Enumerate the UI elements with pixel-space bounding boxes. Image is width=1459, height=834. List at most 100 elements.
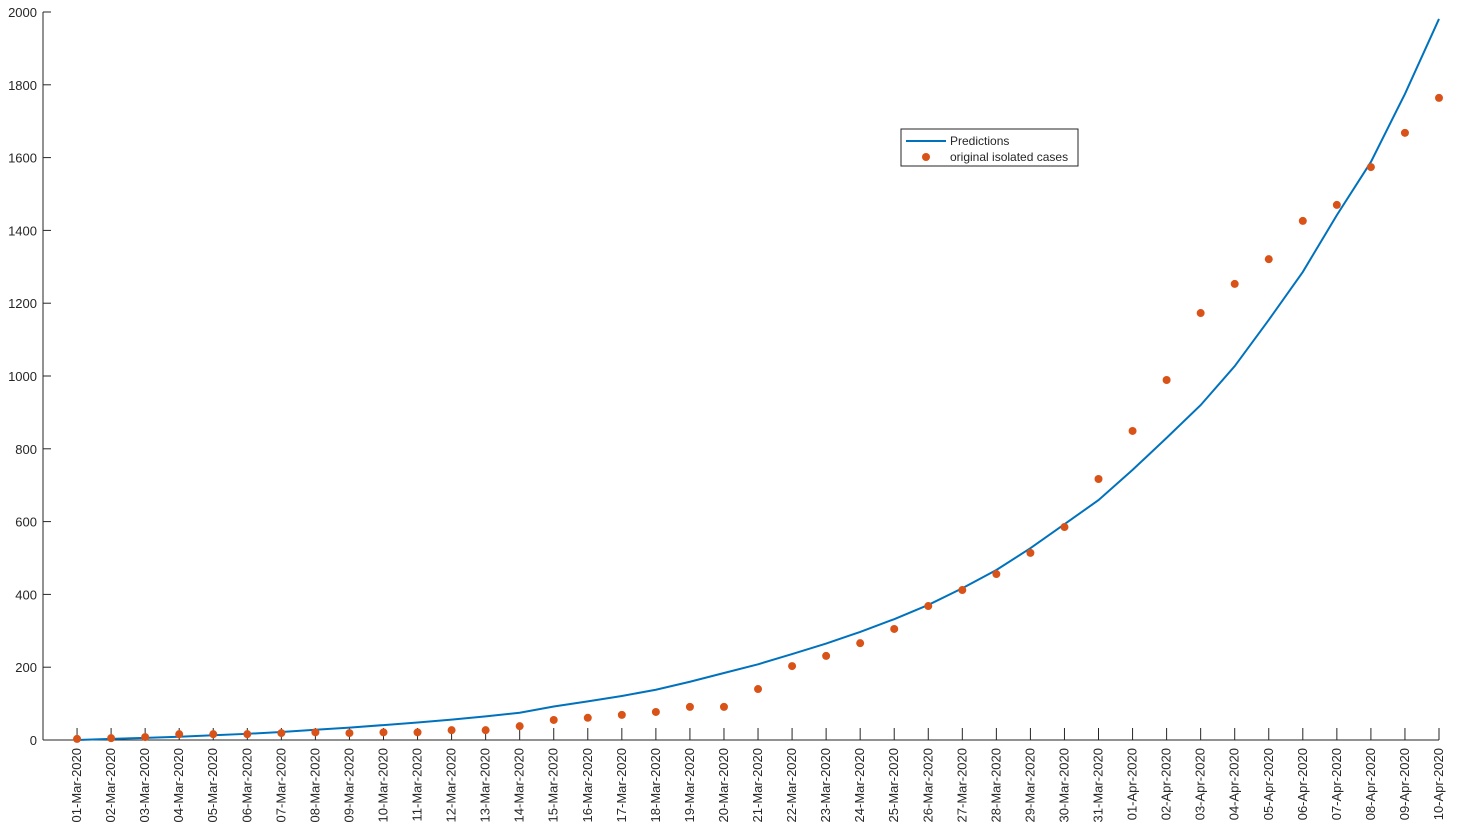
x-tick-label: 02-Apr-2020 xyxy=(1159,748,1174,820)
data-point xyxy=(175,730,184,739)
y-tick-label: 1400 xyxy=(8,223,37,238)
x-tick-label: 10-Mar-2020 xyxy=(375,748,390,822)
y-tick-label: 1600 xyxy=(8,151,37,166)
x-tick-label: 02-Mar-2020 xyxy=(103,748,118,822)
x-tick-label: 19-Mar-2020 xyxy=(682,748,697,822)
x-tick-label: 10-Apr-2020 xyxy=(1431,748,1446,820)
legend: Predictions original isolated cases xyxy=(900,128,1079,167)
data-point xyxy=(583,713,592,722)
y-tick-label: 1200 xyxy=(8,296,37,311)
data-point xyxy=(651,707,660,716)
x-tick-label: 28-Mar-2020 xyxy=(988,748,1003,822)
x-tick-label: 06-Apr-2020 xyxy=(1295,748,1310,820)
x-tick-label: 24-Mar-2020 xyxy=(852,748,867,822)
data-point xyxy=(1435,93,1443,102)
legend-label: Predictions xyxy=(950,134,1009,148)
data-point xyxy=(345,729,354,738)
data-point xyxy=(958,586,967,595)
x-tick-label: 31-Mar-2020 xyxy=(1091,748,1106,822)
x-tick-label: 26-Mar-2020 xyxy=(920,748,935,822)
data-point xyxy=(719,702,728,711)
x-tick-label: 07-Apr-2020 xyxy=(1329,748,1344,820)
data-point xyxy=(992,570,1001,579)
data-point xyxy=(413,728,422,737)
data-point xyxy=(243,730,252,739)
x-tick-label: 16-Mar-2020 xyxy=(580,748,595,822)
x-tick-label: 06-Mar-2020 xyxy=(239,748,254,822)
x-tick-label: 08-Mar-2020 xyxy=(307,748,322,822)
x-tick-label: 01-Mar-2020 xyxy=(69,748,84,822)
x-tick-label: 05-Apr-2020 xyxy=(1261,748,1276,820)
x-tick-label: 14-Mar-2020 xyxy=(512,748,527,822)
x-tick-label: 29-Mar-2020 xyxy=(1022,748,1037,822)
x-tick-label: 23-Mar-2020 xyxy=(818,748,833,822)
x-tick-label: 08-Apr-2020 xyxy=(1363,748,1378,820)
data-point xyxy=(515,722,524,731)
x-tick-label: 04-Mar-2020 xyxy=(171,748,186,822)
data-point xyxy=(1400,128,1409,137)
y-tick-label: 0 xyxy=(30,733,37,748)
data-point xyxy=(1196,309,1205,318)
data-point xyxy=(856,639,865,648)
y-tick-label: 1000 xyxy=(8,369,37,384)
x-tick-label: 01-Apr-2020 xyxy=(1125,748,1140,820)
y-tick-label: 800 xyxy=(15,442,37,457)
data-point xyxy=(481,726,490,735)
x-tick-label: 05-Mar-2020 xyxy=(205,748,220,822)
data-point xyxy=(754,685,763,694)
data-point xyxy=(277,729,286,738)
prediction-line xyxy=(77,18,1440,741)
x-tick-label: 20-Mar-2020 xyxy=(716,748,731,822)
x-tick-label: 25-Mar-2020 xyxy=(886,748,901,822)
legend-box xyxy=(900,128,1079,167)
x-tick-label: 03-Apr-2020 xyxy=(1193,748,1208,820)
x-tick-label: 09-Mar-2020 xyxy=(341,748,356,822)
data-point xyxy=(1230,279,1239,288)
y-tick-label: 200 xyxy=(15,660,37,675)
x-tick-label: 09-Apr-2020 xyxy=(1397,748,1412,820)
data-point xyxy=(1332,200,1341,209)
x-tick-label: 30-Mar-2020 xyxy=(1056,748,1071,822)
data-point xyxy=(1264,255,1273,264)
data-point xyxy=(1128,426,1137,435)
data-point xyxy=(209,730,218,739)
data-point xyxy=(1366,163,1375,172)
data-point xyxy=(685,702,694,711)
x-tick-label: 15-Mar-2020 xyxy=(546,748,561,822)
data-point xyxy=(617,710,626,719)
data-point xyxy=(1026,548,1035,557)
data-point xyxy=(788,662,797,671)
x-tick-label: 17-Mar-2020 xyxy=(614,748,629,822)
data-point xyxy=(73,734,82,743)
data-point xyxy=(1060,523,1069,532)
data-point xyxy=(1162,376,1171,385)
data-point xyxy=(447,726,456,735)
x-tick-label: 11-Mar-2020 xyxy=(410,748,425,821)
legend-marker xyxy=(922,153,930,161)
data-point xyxy=(924,602,933,611)
data-point xyxy=(311,728,320,737)
y-tick-label: 600 xyxy=(15,515,37,530)
x-tick-label: 04-Apr-2020 xyxy=(1227,748,1242,820)
data-point xyxy=(822,651,831,660)
x-tick-label: 18-Mar-2020 xyxy=(648,748,663,822)
x-tick-label: 13-Mar-2020 xyxy=(478,748,493,822)
x-tick-label: 22-Mar-2020 xyxy=(784,748,799,822)
x-tick-label: 12-Mar-2020 xyxy=(444,748,459,822)
y-tick-label: 2000 xyxy=(8,5,37,20)
data-point xyxy=(1298,216,1307,225)
data-point xyxy=(1094,475,1103,484)
legend-label: original isolated cases xyxy=(950,150,1068,164)
data-point xyxy=(141,733,150,742)
x-tick-label: 21-Mar-2020 xyxy=(750,748,765,822)
y-tick-label: 400 xyxy=(15,587,37,602)
data-point xyxy=(549,715,558,724)
x-tick-label: 03-Mar-2020 xyxy=(137,748,152,822)
data-point xyxy=(890,624,899,633)
data-point xyxy=(379,728,388,737)
x-tick-label: 27-Mar-2020 xyxy=(954,748,969,822)
x-tick-label: 07-Mar-2020 xyxy=(273,748,288,822)
data-point xyxy=(107,734,116,743)
